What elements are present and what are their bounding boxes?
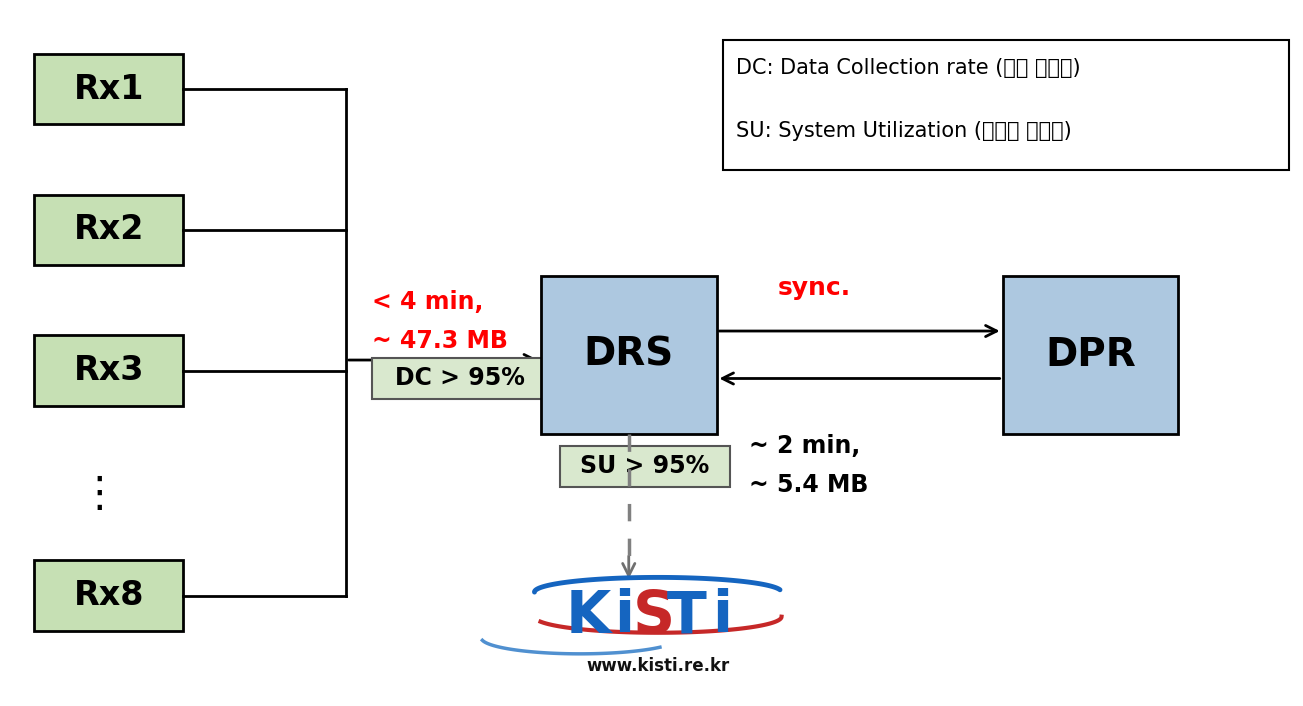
Text: S: S xyxy=(633,588,675,645)
FancyBboxPatch shape xyxy=(34,195,184,265)
Text: DPR: DPR xyxy=(1045,336,1136,373)
FancyBboxPatch shape xyxy=(371,358,547,399)
FancyBboxPatch shape xyxy=(560,445,730,486)
Text: Rx2: Rx2 xyxy=(73,213,143,246)
Text: Rx1: Rx1 xyxy=(73,73,143,106)
Text: ~ 2 min,: ~ 2 min, xyxy=(749,434,860,458)
Text: www.kisti.re.kr: www.kisti.re.kr xyxy=(586,657,730,675)
Text: ~ 5.4 MB: ~ 5.4 MB xyxy=(749,472,868,496)
Text: SU: System Utilization (시스템 가동률): SU: System Utilization (시스템 가동률) xyxy=(736,121,1072,141)
FancyBboxPatch shape xyxy=(541,275,717,434)
FancyBboxPatch shape xyxy=(34,561,184,630)
Text: DC > 95%: DC > 95% xyxy=(395,366,525,390)
Text: DC: Data Collection rate (자료 수집률): DC: Data Collection rate (자료 수집률) xyxy=(736,58,1080,78)
Text: Rx3: Rx3 xyxy=(73,354,143,387)
Text: T: T xyxy=(667,588,706,645)
FancyBboxPatch shape xyxy=(723,40,1289,170)
Text: i: i xyxy=(711,588,732,645)
Text: Rx8: Rx8 xyxy=(73,579,143,612)
Text: ~ 47.3 MB: ~ 47.3 MB xyxy=(371,329,508,353)
Text: DRS: DRS xyxy=(584,336,674,373)
Text: i: i xyxy=(614,588,635,645)
FancyBboxPatch shape xyxy=(34,335,184,406)
Text: ⋮: ⋮ xyxy=(78,472,120,515)
FancyBboxPatch shape xyxy=(1002,275,1178,434)
Text: K: K xyxy=(566,588,610,645)
Text: < 4 min,: < 4 min, xyxy=(371,290,483,314)
Text: sync.: sync. xyxy=(778,276,851,300)
Text: SU > 95%: SU > 95% xyxy=(580,454,710,478)
FancyBboxPatch shape xyxy=(34,54,184,124)
